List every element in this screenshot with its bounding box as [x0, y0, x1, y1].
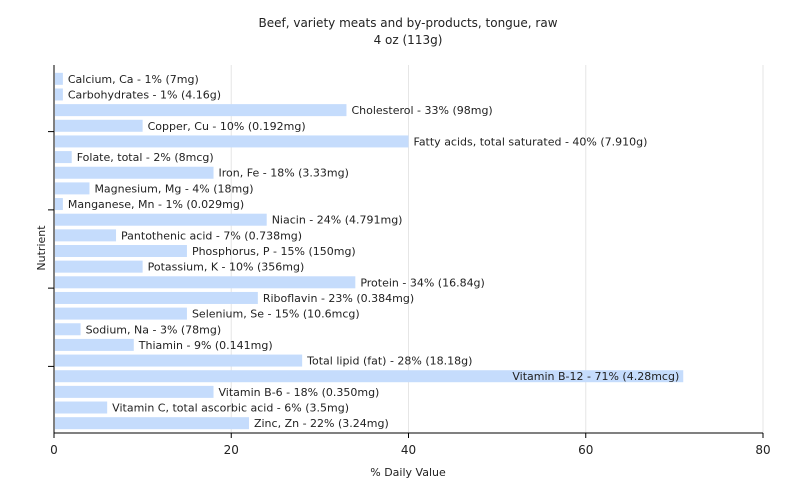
bar-data-label: Phosphorus, P - 15% (150mg) [192, 245, 356, 258]
bar [55, 198, 63, 211]
x-tick-label: 40 [401, 443, 416, 457]
bar-data-label: Magnesium, Mg - 4% (18mg) [94, 182, 253, 195]
bar-data-label: Pantothenic acid - 7% (0.738mg) [121, 229, 302, 242]
bar-data-label: Manganese, Mn - 1% (0.029mg) [68, 198, 244, 211]
x-tick-label: 60 [578, 443, 593, 457]
bar [55, 182, 90, 195]
bar-data-label: Niacin - 24% (4.791mg) [272, 214, 403, 227]
bar-data-label: Thiamin - 9% (0.141mg) [138, 339, 273, 352]
bar [55, 166, 214, 179]
bar-data-label: Zinc, Zn - 22% (3.24mg) [254, 417, 389, 430]
bar [55, 135, 409, 148]
bar [55, 291, 258, 304]
bar [55, 245, 187, 257]
bar-data-label: Folate, total - 2% (8mcg) [77, 151, 214, 164]
x-axis-label: % Daily Value [370, 466, 446, 479]
x-tick-label: 20 [224, 443, 239, 457]
bar [55, 72, 63, 85]
chart-title: Beef, variety meats and by-products, ton… [258, 16, 557, 30]
bar [55, 370, 684, 383]
x-tick-label: 0 [50, 443, 58, 457]
bar-data-label: Vitamin B-6 - 18% (0.350mg) [219, 386, 380, 399]
bar [55, 385, 214, 398]
chart-subtitle: 4 oz (113g) [374, 33, 443, 47]
x-axis-ticks: 0 20 40 60 80 [50, 433, 771, 457]
bar [55, 260, 143, 273]
bar [55, 338, 134, 351]
x-tick-label: 80 [755, 443, 770, 457]
bar [55, 88, 63, 101]
bar-data-label: Vitamin B-12 - 71% (4.28mcg) [512, 370, 679, 383]
bar-data-label: Selenium, Se - 15% (10.6mcg) [192, 308, 360, 321]
bar [55, 151, 72, 164]
bar-data-label: Iron, Fe - 18% (3.33mg) [219, 167, 349, 180]
bar [55, 307, 187, 320]
bar-data-label: Fatty acids, total saturated - 40% (7.91… [414, 135, 648, 148]
bar [55, 229, 117, 242]
bar [55, 104, 347, 117]
bar-data-label: Riboflavin - 23% (0.384mg) [263, 292, 414, 305]
bar [55, 276, 356, 289]
bar [55, 401, 108, 414]
bar-data-label: Calcium, Ca - 1% (7mg) [68, 73, 199, 86]
bar [55, 417, 249, 430]
bar [55, 119, 143, 132]
bar-data-label: Cholesterol - 33% (98mg) [351, 104, 492, 117]
bar-data-label: Vitamin C, total ascorbic acid - 6% (3.5… [112, 402, 349, 415]
bar-data-label: Potassium, K - 10% (356mg) [148, 261, 305, 274]
bar-data-label: Total lipid (fat) - 28% (18.18g) [306, 355, 472, 368]
bar [55, 213, 267, 226]
bars: Calcium, Ca - 1% (7mg) Carbohydrates - 1%… [55, 72, 684, 430]
bar-data-label: Protein - 34% (16.84g) [360, 276, 485, 289]
bar [55, 323, 81, 336]
bar-data-label: Sodium, Na - 3% (78mg) [86, 323, 222, 336]
bar [55, 354, 303, 367]
bar-data-label: Copper, Cu - 10% (0.192mg) [148, 120, 306, 133]
y-axis-label: Nutrient [35, 225, 48, 271]
bar-data-label: Carbohydrates - 1% (4.16g) [68, 88, 221, 101]
